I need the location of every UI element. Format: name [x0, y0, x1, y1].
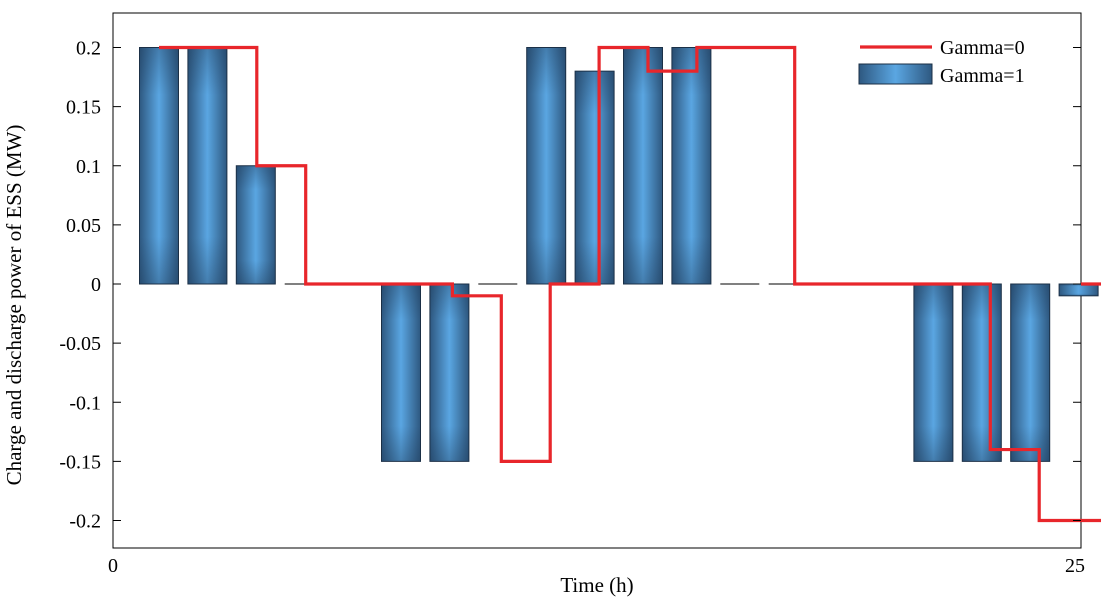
y-tick-label-2: 0.1 — [76, 156, 101, 178]
bar-shade-hour-3 — [236, 165, 276, 284]
step-line-gamma-0 — [159, 45, 1101, 523]
x-tick-label-1: 25 — [1065, 555, 1085, 577]
x-axis-ticks: 0 25 — [108, 555, 1085, 577]
y-tick-label-4: 0 — [91, 274, 101, 296]
bar-shade-hour-10 — [575, 71, 615, 285]
bar-shade-hour-11 — [623, 47, 663, 284]
y-tick-label-3: 0.05 — [66, 215, 101, 237]
bar-shade-hour-19 — [1010, 284, 1050, 462]
legend: Gamma=0 Gamma=1 — [858, 37, 1025, 87]
bar-shade-hour-9 — [526, 47, 566, 284]
y-tick-label-1: 0.15 — [66, 97, 101, 119]
y-tick-label-5: -0.05 — [59, 333, 101, 355]
bar-shade-hour-18 — [962, 284, 1002, 462]
y-tick-label-8: -0.2 — [69, 511, 101, 533]
bar-shade-hour-17 — [913, 284, 953, 462]
bar-shade-hour-7 — [429, 284, 469, 462]
x-axis-label: Time (h) — [560, 573, 633, 597]
bar-shade-hour-2 — [187, 47, 227, 284]
bar-shade-hour-6 — [381, 284, 421, 462]
legend-label-gamma-1: Gamma=1 — [940, 65, 1025, 87]
y-tick-label-7: -0.15 — [59, 451, 101, 473]
y-tick-label-0: 0.2 — [76, 38, 101, 60]
x-tick-label-0: 0 — [108, 555, 118, 577]
bar-shade-hour-12 — [671, 47, 711, 284]
y-axis-label: Charge and discharge power of ESS (MW) — [2, 125, 26, 486]
legend-bar-swatch — [858, 63, 933, 85]
y-tick-label-6: -0.1 — [69, 392, 101, 414]
y-axis-ticks: 0.2 0.15 0.1 0.05 0 -0.05 -0.1 -0.15 -0.2 — [59, 38, 1081, 533]
bar-shade-hour-20 — [1059, 284, 1099, 296]
legend-label-gamma-0: Gamma=0 — [940, 37, 1025, 59]
bar-series-gamma-1 — [139, 47, 1099, 462]
bar-shade-hour-1 — [139, 47, 179, 284]
